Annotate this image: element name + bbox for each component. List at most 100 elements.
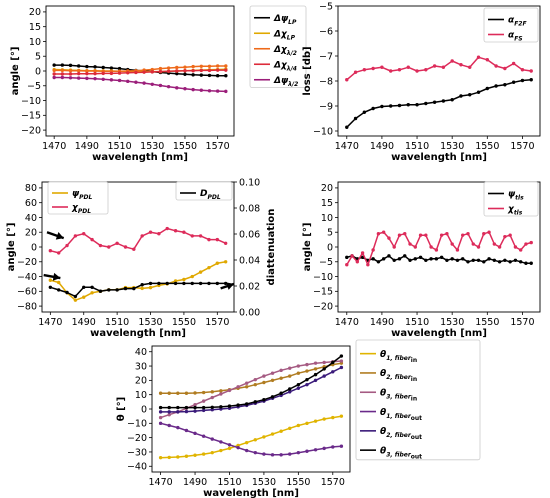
data-point [82, 285, 86, 289]
series-line [160, 362, 342, 395]
data-point [288, 387, 292, 391]
data-point [173, 229, 178, 233]
data-point [441, 99, 446, 103]
data-point [167, 410, 171, 414]
data-point [191, 73, 195, 77]
data-point [339, 365, 344, 370]
legend-label: ψtls [508, 190, 524, 202]
data-point [219, 405, 223, 409]
series-line [160, 422, 342, 456]
data-point [85, 64, 89, 69]
data-point [60, 72, 65, 76]
data-point [392, 245, 396, 249]
data-point [253, 400, 258, 404]
data-point [210, 408, 214, 412]
legend-main: Δψ [273, 76, 289, 86]
y-tick-label: −60 [17, 287, 37, 298]
data-point [167, 405, 171, 410]
data-point [165, 281, 169, 286]
x-tick-label: 1470 [42, 141, 66, 152]
series-4-2 [345, 230, 533, 267]
data-point [313, 448, 318, 452]
y-axis-label: angle [°] [10, 47, 21, 96]
data-point [279, 429, 283, 433]
y-tick-label: −20 [17, 257, 37, 268]
legend-subscript: F2F [514, 21, 527, 28]
data-point [134, 80, 138, 84]
data-point [201, 408, 206, 413]
y-tick-label: 5 [327, 228, 333, 239]
data-point [227, 388, 232, 393]
legend-entry: θ2, fiberin [360, 369, 417, 383]
legend-entry: χtls [488, 205, 523, 217]
legend-label: ψPDL [72, 189, 93, 201]
data-point [450, 59, 454, 63]
data-point [468, 93, 472, 97]
legend-subscript: 1, fiber [386, 355, 412, 362]
legend-main: Δχ [273, 60, 288, 70]
y-axis-label: loss [db] [302, 46, 313, 95]
legend-subsubscript: out [411, 453, 422, 460]
series-5-2 [158, 361, 344, 395]
data-point [529, 69, 533, 73]
data-point [253, 450, 258, 455]
y-tick-label: 30 [135, 361, 147, 372]
data-point [201, 434, 206, 438]
series-3-3 [48, 281, 228, 299]
data-point [198, 234, 203, 238]
data-point [279, 368, 283, 373]
x-tick-label: 1510 [107, 141, 131, 152]
y-tick-label: −80 [17, 301, 37, 312]
data-point [126, 71, 130, 75]
series-line [50, 282, 226, 298]
y-tick-label: 20 [135, 376, 147, 387]
x-tick-label: 1530 [138, 317, 162, 328]
series-line [54, 76, 226, 93]
data-point [413, 245, 417, 249]
data-point [492, 242, 497, 246]
legend-label: θ2, fiberin [380, 369, 417, 383]
data-point [132, 286, 136, 291]
plot-frame [337, 5, 541, 137]
data-point [85, 71, 89, 76]
data-point [158, 83, 163, 88]
x-tick-label: 1530 [140, 141, 164, 152]
data-point [52, 72, 56, 76]
data-point [503, 258, 507, 262]
legend-main: ψ [72, 189, 80, 199]
data-point [184, 409, 189, 414]
legend-main: ψ [508, 190, 516, 200]
data-point [227, 446, 232, 451]
x-axis-label: wavelength [nm] [90, 328, 186, 339]
y-tick-label: −10 [21, 96, 41, 107]
x-tick-label: 1490 [75, 141, 99, 152]
legend-entry: θ1, fiberout [360, 408, 422, 422]
data-point [322, 360, 326, 365]
data-point [117, 78, 122, 83]
data-point [183, 72, 187, 76]
data-point [184, 428, 189, 433]
legend-main: θ [380, 369, 386, 379]
y-tick-label: 0 [141, 404, 147, 415]
legend-frame [175, 181, 233, 201]
series-3-2 [48, 226, 228, 255]
data-point [52, 68, 56, 73]
series-5-6 [158, 354, 344, 410]
data-point [73, 234, 78, 238]
data-point [424, 258, 428, 262]
data-point [262, 452, 266, 456]
legend-main: θ [380, 446, 386, 456]
data-point [461, 233, 465, 237]
legend-subscript: FS [514, 36, 522, 43]
x-tick-label: 1470 [38, 317, 62, 328]
data-point [140, 234, 144, 238]
x-tick-label: 1490 [183, 477, 207, 488]
data-point [107, 245, 111, 249]
data-point [207, 64, 212, 68]
data-point [176, 455, 180, 459]
legend-label: Δχλ/2 [273, 45, 297, 57]
legend-main: χ [71, 203, 79, 213]
data-point [198, 281, 203, 286]
data-point [445, 258, 449, 262]
data-point [397, 257, 402, 261]
